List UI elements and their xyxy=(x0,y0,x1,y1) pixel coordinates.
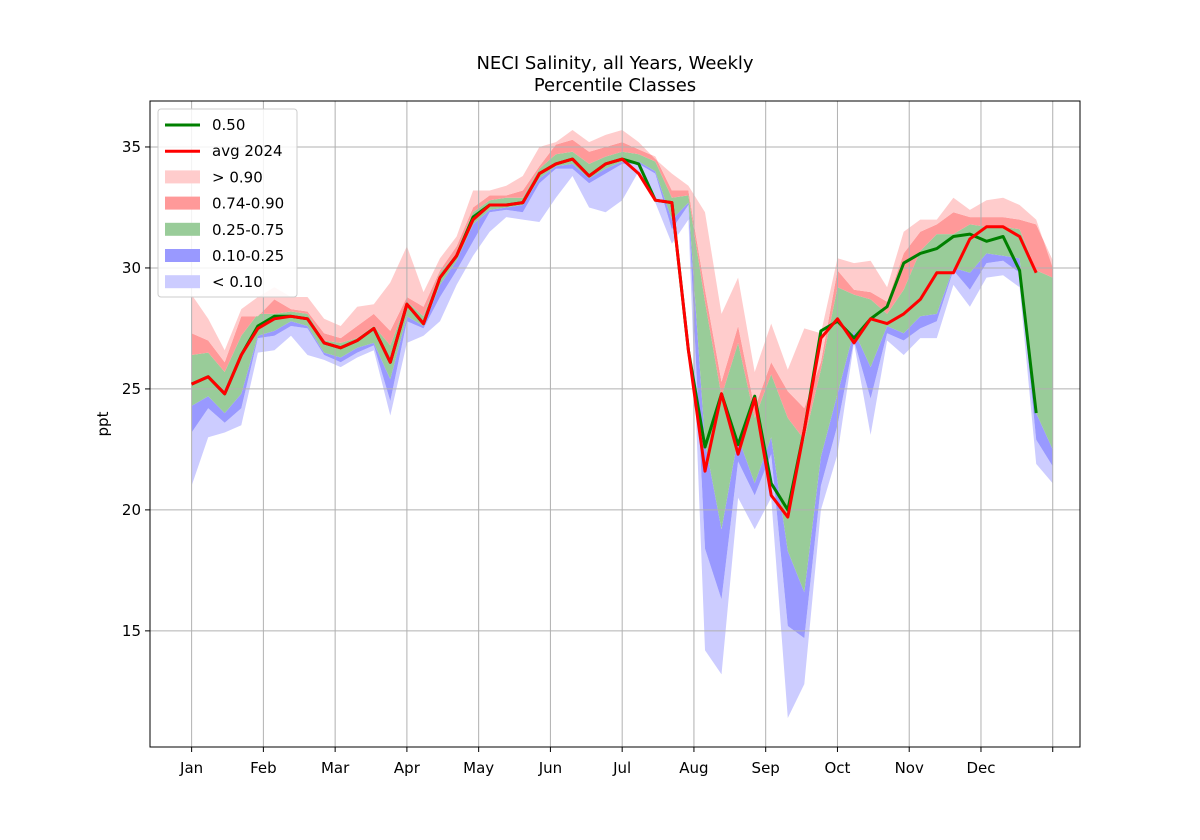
x-tick-label-0: Jan xyxy=(179,759,203,777)
series-line-1 xyxy=(190,157,1038,519)
legend-swatch-5 xyxy=(165,249,200,262)
legend-label-2: > 0.90 xyxy=(212,168,263,186)
x-tick-label-5: Jun xyxy=(538,759,562,777)
y-tick-label-30: 30 xyxy=(122,259,141,277)
legend-label-1: avg 2024 xyxy=(212,142,283,160)
legend: 0.50 avg 2024 > 0.90 0.74-0.90 0.25-0.75 0.10… xyxy=(157,108,298,298)
x-tick-label-10: Nov xyxy=(895,759,924,777)
y-tick-label-15: 15 xyxy=(122,622,141,640)
legend-label-3: 0.74-0.90 xyxy=(212,195,284,213)
x-tick-label-1: Feb xyxy=(250,759,277,777)
x-tick-label-4: May xyxy=(463,759,494,777)
y-tick-label-20: 20 xyxy=(122,501,141,519)
x-tick-label-2: Mar xyxy=(321,759,350,777)
x-tick-label-11: Dec xyxy=(966,759,995,777)
series-lines xyxy=(190,157,1038,519)
y-tick-label-25: 25 xyxy=(122,380,141,398)
legend-label-0: 0.50 xyxy=(212,116,245,134)
legend-label-4: 0.25-0.75 xyxy=(212,221,284,239)
legend-swatch-4 xyxy=(165,222,200,236)
y-tick-label-35: 35 xyxy=(122,138,141,156)
plot-frame xyxy=(149,100,1081,748)
chart-subtitle: Percentile Classes xyxy=(534,75,696,96)
chart-title: NECI Salinity, all Years, Weekly xyxy=(476,53,753,74)
legend-swatch-2 xyxy=(165,170,200,184)
x-tick-label-9: Oct xyxy=(824,759,850,777)
legend-swatch-3 xyxy=(165,196,200,210)
x-tick-label-8: Sep xyxy=(752,759,780,777)
grid-lines xyxy=(150,101,1080,747)
axis-ticks: Jan Feb Mar Apr May Jun Jul Aug Sep Oct Nov Dec 15 20… xyxy=(122,138,1054,777)
legend-label-6: < 0.10 xyxy=(212,273,263,291)
x-tick-label-3: Apr xyxy=(394,759,421,777)
y-axis-label: ppt xyxy=(94,411,112,436)
x-tick-label-6: Jul xyxy=(612,759,631,777)
x-tick-label-7: Aug xyxy=(679,759,708,777)
legend-swatch-6 xyxy=(165,275,200,289)
legend-label-5: 0.10-0.25 xyxy=(212,247,284,265)
